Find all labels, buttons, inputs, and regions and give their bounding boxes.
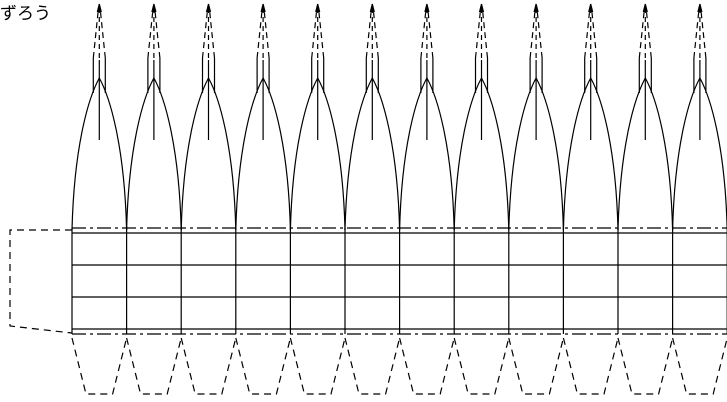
stem-dash-right xyxy=(263,9,270,59)
stem-arrow-icon xyxy=(151,3,157,13)
stem-dash-left xyxy=(311,9,318,59)
left-dashed-bracket-path xyxy=(9,229,73,334)
bottom-dashed-vee xyxy=(453,337,510,395)
partial-label: ずろう xyxy=(0,4,51,24)
stem-dash-right xyxy=(645,9,652,59)
stem-arrow-icon xyxy=(205,3,212,13)
stem-arrow-icon xyxy=(424,3,430,13)
stem-dash-left xyxy=(638,9,645,59)
stem-dash-left xyxy=(693,9,700,59)
bottom-dashed-vee xyxy=(399,337,455,395)
bottom-dashed-vee xyxy=(71,337,128,395)
stem-dash-right xyxy=(700,9,707,59)
bottom-dashed-vee xyxy=(289,337,346,395)
stem-arrow-icon xyxy=(642,3,648,13)
stem-dash-right xyxy=(318,9,325,59)
bottom-dashed-vee xyxy=(617,337,674,395)
stem-arrow-icon xyxy=(96,3,102,13)
stem-arrow-icon xyxy=(369,3,375,13)
bottom-dashed-vees xyxy=(71,337,727,395)
stem-dash-left xyxy=(92,9,99,59)
bottom-dashed-vee xyxy=(344,337,401,395)
stem-arrow-icon xyxy=(315,3,321,13)
bottom-dashed-vee xyxy=(562,337,619,395)
stem-dash-right xyxy=(208,9,216,59)
stem-dash-left xyxy=(256,9,263,59)
stem-dash-left xyxy=(584,9,591,59)
stem-dash-right xyxy=(99,9,106,59)
left-dashed-bracket xyxy=(9,229,73,334)
stem-dash-right xyxy=(372,9,379,59)
bottom-dashed-vee xyxy=(672,337,727,395)
stem-dash-left xyxy=(365,9,372,59)
stem-dash-right xyxy=(481,9,489,59)
bottom-dashed-vee xyxy=(235,337,291,395)
bottom-dashed-vee xyxy=(180,337,237,395)
stem-arrow-icon xyxy=(588,3,594,13)
stem-dash-left xyxy=(420,9,427,59)
stem-dash-left xyxy=(201,9,209,59)
stem-dash-right xyxy=(591,9,598,59)
bottom-dashed-vee xyxy=(508,337,564,395)
stem-dash-left xyxy=(147,9,154,59)
stem-arrow-icon xyxy=(697,3,703,13)
stem-arrow-icon xyxy=(533,3,539,13)
stem-dash-right xyxy=(427,9,434,59)
petal-arches xyxy=(71,76,727,231)
stem-arrow-icon xyxy=(478,3,485,13)
stem-lines xyxy=(92,3,707,140)
stem-dash-right xyxy=(536,9,543,59)
stem-dash-left xyxy=(474,9,482,59)
stem-arrow-icon xyxy=(260,3,266,13)
band-divider-lines xyxy=(71,228,727,334)
stem-dash-right xyxy=(154,9,161,59)
stem-dash-left xyxy=(529,9,536,59)
bottom-dashed-vee xyxy=(126,337,182,395)
